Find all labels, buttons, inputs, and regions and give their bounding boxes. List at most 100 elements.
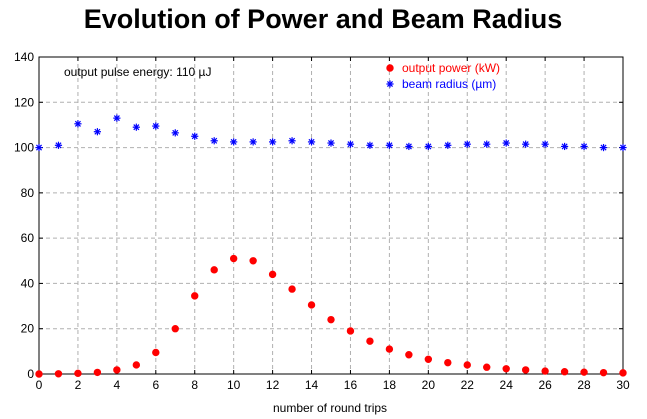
power-point bbox=[463, 361, 471, 369]
power-point bbox=[619, 369, 627, 377]
x-tick-label: 12 bbox=[266, 378, 280, 392]
x-tick-label: 16 bbox=[344, 378, 358, 392]
power-point bbox=[74, 369, 82, 378]
radius-point bbox=[113, 114, 121, 122]
x-tick-label: 2 bbox=[75, 378, 82, 392]
power-point bbox=[152, 348, 160, 357]
series-layer bbox=[35, 114, 627, 378]
power-point bbox=[113, 366, 121, 374]
radius-point bbox=[93, 128, 101, 136]
radius-point bbox=[288, 137, 296, 145]
radius-point bbox=[152, 122, 160, 130]
x-tick-label: 30 bbox=[616, 378, 630, 392]
power-point bbox=[541, 367, 549, 375]
radius-point bbox=[307, 138, 316, 146]
radius-point bbox=[346, 140, 355, 148]
power-point bbox=[444, 358, 452, 367]
radius-point bbox=[483, 140, 491, 148]
y-tick-label: 120 bbox=[14, 95, 34, 109]
power-point bbox=[599, 368, 608, 377]
power-point bbox=[502, 365, 510, 373]
radius-point bbox=[599, 143, 608, 152]
power-point bbox=[268, 270, 277, 279]
y-tick-label: 60 bbox=[21, 231, 35, 245]
radius-point bbox=[249, 138, 257, 146]
power-point bbox=[54, 370, 63, 378]
x-tick-label: 0 bbox=[36, 378, 43, 392]
radius-point bbox=[561, 142, 569, 151]
legend-label: output power (kW) bbox=[402, 61, 500, 75]
power-point bbox=[346, 327, 355, 335]
legend-marker bbox=[386, 80, 394, 88]
x-tick-label: 20 bbox=[422, 378, 436, 392]
plot-frame bbox=[38, 56, 624, 375]
power-point bbox=[229, 254, 238, 263]
radius-point bbox=[366, 141, 374, 149]
x-tick-label: 26 bbox=[538, 378, 552, 392]
radius-point bbox=[385, 141, 393, 149]
power-point bbox=[405, 351, 413, 359]
x-tick-label: 6 bbox=[152, 378, 159, 392]
power-point bbox=[210, 266, 218, 274]
series-output-power bbox=[35, 254, 627, 378]
radius-point bbox=[191, 132, 199, 140]
power-point bbox=[288, 285, 296, 293]
power-point bbox=[35, 370, 43, 378]
power-point bbox=[249, 257, 257, 265]
legend-label: beam radius (µm) bbox=[402, 77, 496, 91]
power-point bbox=[483, 363, 491, 371]
y-tick-label: 100 bbox=[14, 141, 34, 155]
x-tick-label: 8 bbox=[191, 378, 198, 392]
radius-point bbox=[502, 139, 510, 147]
power-point bbox=[93, 368, 102, 377]
x-axis-label: number of round trips bbox=[273, 401, 387, 415]
radius-point bbox=[54, 141, 63, 149]
radius-point bbox=[619, 143, 627, 152]
power-point bbox=[171, 325, 179, 333]
x-tick-label: 14 bbox=[305, 378, 319, 392]
radius-point bbox=[171, 129, 179, 137]
power-point bbox=[132, 361, 141, 369]
radius-point bbox=[405, 142, 413, 151]
radius-point bbox=[132, 123, 140, 131]
power-point bbox=[191, 292, 199, 300]
power-point bbox=[385, 345, 394, 353]
power-point bbox=[521, 366, 530, 374]
power-point bbox=[560, 368, 569, 376]
x-tick-label: 22 bbox=[461, 378, 475, 392]
power-point bbox=[327, 315, 335, 324]
radius-point bbox=[210, 137, 218, 145]
radius-point bbox=[541, 140, 549, 148]
power-point bbox=[580, 368, 588, 376]
radius-point bbox=[424, 142, 432, 151]
y-tick-label: 20 bbox=[21, 322, 35, 336]
x-tick-label: 10 bbox=[227, 378, 241, 392]
radius-point bbox=[35, 143, 43, 152]
legend: output power (kW) beam radius (µm) bbox=[386, 61, 500, 91]
grid bbox=[39, 57, 623, 374]
radius-point bbox=[580, 142, 588, 151]
pulse-energy-annotation: output pulse energy: 110 µJ bbox=[64, 65, 211, 79]
y-tick-label: 140 bbox=[14, 50, 34, 64]
power-point bbox=[307, 301, 316, 309]
series-beam-radius bbox=[35, 114, 627, 152]
x-tick-label: 4 bbox=[114, 378, 121, 392]
power-point bbox=[424, 355, 433, 363]
chart-title: Evolution of Power and Beam Radius bbox=[84, 4, 563, 34]
x-tick-label: 24 bbox=[500, 378, 514, 392]
radius-point bbox=[269, 138, 277, 146]
radius-point bbox=[522, 140, 530, 148]
radius-point bbox=[230, 138, 238, 146]
y-tick-label: 40 bbox=[21, 276, 35, 290]
y-tick-label: 0 bbox=[27, 367, 34, 381]
x-tick-label: 28 bbox=[577, 378, 591, 392]
radius-point bbox=[327, 139, 335, 147]
radius-point bbox=[444, 141, 452, 149]
axis-ticks: 0 2 4 6 8 10 12 14 16 18 20 22 24 26 28 300204060801001… bbox=[14, 50, 630, 392]
power-point bbox=[366, 337, 374, 345]
radius-point bbox=[74, 120, 82, 128]
x-tick-label: 18 bbox=[383, 378, 397, 392]
legend-marker bbox=[386, 64, 394, 72]
radius-point bbox=[463, 140, 471, 148]
